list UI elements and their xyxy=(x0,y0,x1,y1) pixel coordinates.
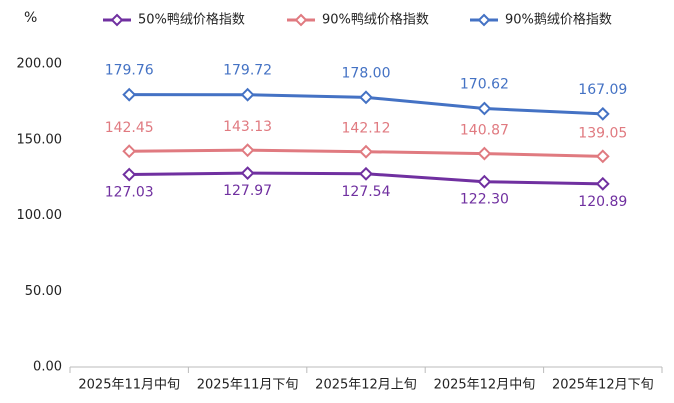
legend-label: 50%鸭绒价格指数 xyxy=(138,12,245,28)
data-label: 120.89 xyxy=(578,194,627,210)
point-marker xyxy=(595,149,610,164)
data-label: 140.87 xyxy=(460,123,509,139)
legend-label: 90%鹅绒价格指数 xyxy=(505,12,612,28)
point-marker xyxy=(477,146,492,161)
data-label: 170.62 xyxy=(460,77,509,93)
data-label: 143.13 xyxy=(223,119,272,135)
point-marker xyxy=(122,167,137,182)
point-marker xyxy=(595,106,610,121)
data-label: 142.45 xyxy=(105,120,154,136)
y-tick-label: 100.00 xyxy=(17,208,63,223)
y-tick-label: 50.00 xyxy=(25,284,62,299)
x-tick-label: 2025年11月中旬 xyxy=(78,378,180,393)
data-label: 179.76 xyxy=(105,63,154,79)
x-tick-label: 2025年12月中旬 xyxy=(434,378,536,393)
data-label: 127.54 xyxy=(342,184,391,200)
y-tick-label: 200.00 xyxy=(17,57,63,72)
legend-marker xyxy=(294,13,308,27)
point-marker xyxy=(359,166,373,181)
x-tick-label: 2025年12月下旬 xyxy=(552,378,654,393)
data-label: 142.12 xyxy=(342,121,391,137)
data-label: 178.00 xyxy=(342,65,391,81)
x-tick-label: 2025年11月下旬 xyxy=(197,378,299,393)
data-label: 122.30 xyxy=(460,192,509,208)
data-label: 127.03 xyxy=(105,185,154,201)
legend-label: 90%鸭绒价格指数 xyxy=(322,12,429,28)
point-marker xyxy=(122,87,137,102)
point-marker xyxy=(477,174,492,189)
legend-marker xyxy=(110,13,124,27)
y-unit: % xyxy=(24,10,37,26)
point-marker xyxy=(122,144,137,159)
data-label: 179.72 xyxy=(223,63,272,79)
data-label: 167.09 xyxy=(578,82,627,98)
point-marker xyxy=(477,101,492,116)
y-tick-label: 150.00 xyxy=(17,132,63,147)
point-marker xyxy=(240,166,255,181)
data-label: 139.05 xyxy=(578,125,627,141)
y-tick-label: 0.00 xyxy=(33,360,62,375)
point-marker xyxy=(359,144,373,159)
point-marker xyxy=(595,176,610,191)
point-marker xyxy=(240,143,255,158)
point-marker xyxy=(240,87,255,102)
data-label: 127.97 xyxy=(223,183,272,199)
legend-marker xyxy=(477,13,491,27)
x-tick-label: 2025年12月上旬 xyxy=(315,378,417,393)
point-marker xyxy=(359,90,373,105)
